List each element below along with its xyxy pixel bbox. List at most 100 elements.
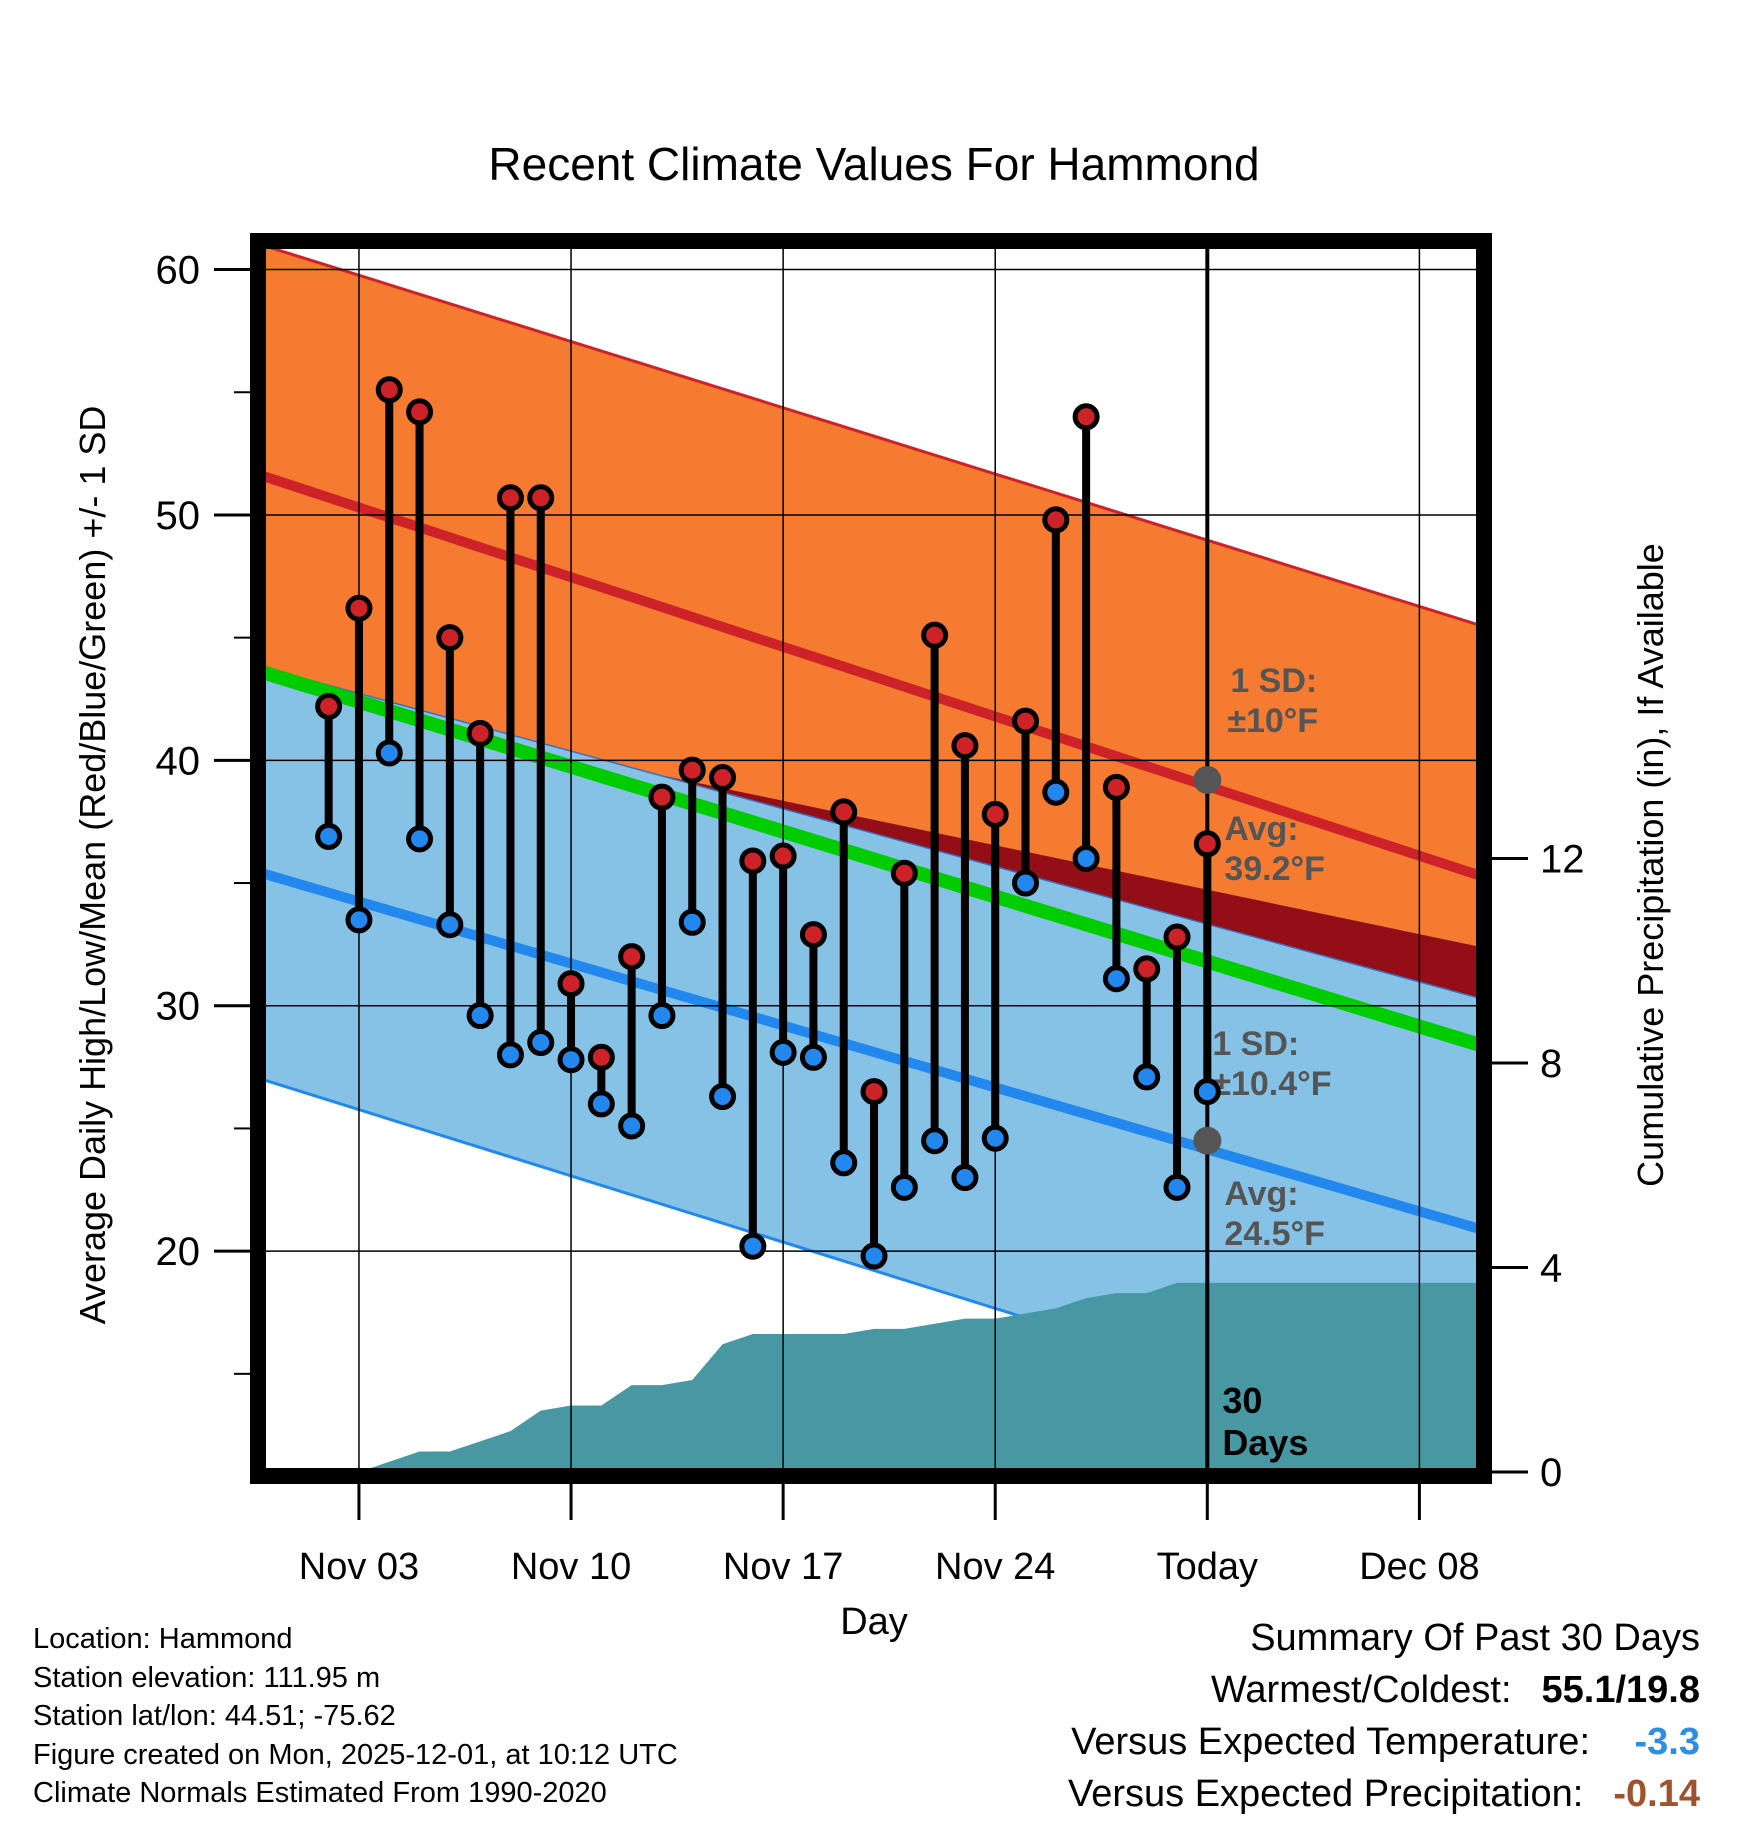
x-tick-label: Nov 03 xyxy=(299,1546,419,1588)
daily-low-point xyxy=(648,1002,676,1030)
daily-low-point xyxy=(315,822,343,850)
days-count: 30 xyxy=(1222,1380,1262,1421)
daily-high-point xyxy=(375,376,403,404)
daily-high-point xyxy=(678,756,706,784)
daily-low-point xyxy=(678,908,706,936)
daily-high-point xyxy=(799,921,827,949)
daily-low-point xyxy=(981,1124,1009,1152)
daily-high-point xyxy=(648,783,676,811)
low-avg-value: 24.5°F xyxy=(1224,1215,1325,1253)
daily-high-point xyxy=(981,800,1009,828)
daily-low-point xyxy=(1072,845,1100,872)
daily-low-point xyxy=(466,1002,494,1030)
normal-mean-line xyxy=(262,665,1480,1052)
extremes-value: 55.1/19.8 xyxy=(1541,1669,1700,1711)
x-tick-label: Today xyxy=(1157,1546,1258,1588)
daily-high-point xyxy=(315,692,343,720)
daily-high-point xyxy=(709,764,737,792)
low-sd-value: ±10.4°F xyxy=(1212,1065,1331,1103)
daily-low-point xyxy=(799,1043,827,1071)
daily-high-point xyxy=(496,484,524,512)
station-latlon: Station lat/lon: 44.51; -75.62 xyxy=(33,1700,396,1732)
daily-high-point xyxy=(1042,506,1070,534)
low-sd-band xyxy=(262,667,1480,1460)
daily-low-point xyxy=(527,1029,555,1057)
daily-low-point xyxy=(496,1041,524,1069)
daily-high-point xyxy=(769,842,797,870)
daily-high-point xyxy=(557,970,585,998)
high-sd-title: 1 SD: xyxy=(1230,662,1317,700)
y2-tick-label: 4 xyxy=(1540,1247,1562,1291)
daily-low-point xyxy=(709,1083,737,1111)
daily-low-point xyxy=(769,1038,797,1066)
daily-low-point xyxy=(1102,965,1130,993)
y-tick-label: 40 xyxy=(156,739,201,783)
daily-high-point xyxy=(527,484,555,512)
daily-low-point xyxy=(406,825,434,853)
daily-high-point xyxy=(890,859,918,887)
plot-frame xyxy=(250,233,1492,1484)
daily-low-point xyxy=(587,1090,615,1118)
daily-low-point xyxy=(1133,1063,1161,1091)
precip-value: -0.14 xyxy=(1613,1773,1700,1815)
high-avg-title: Avg: xyxy=(1224,810,1298,848)
summary-title: Summary Of Past 30 Days xyxy=(1250,1617,1700,1659)
daily-high-point xyxy=(587,1043,615,1071)
daily-high-point xyxy=(1133,955,1161,983)
y-tick-label: 20 xyxy=(156,1230,201,1274)
daily-low-point xyxy=(557,1046,585,1074)
high-upper-edge xyxy=(262,245,1480,627)
y2-tick-label: 8 xyxy=(1540,1042,1562,1086)
low-upper-edge xyxy=(262,666,1480,1000)
daily-high-point xyxy=(1102,773,1130,801)
y2-axis-label: Cumulative Precipitation (in), If Availa… xyxy=(1630,543,1671,1187)
daily-low-point xyxy=(1042,778,1070,806)
x-tick-label: Nov 17 xyxy=(723,1546,843,1588)
normal-low-line xyxy=(262,868,1480,1234)
y-tick-label: 30 xyxy=(156,985,201,1029)
chart-title: Recent Climate Values For Hammond xyxy=(488,138,1259,190)
normal-high-line xyxy=(262,470,1480,881)
daily-low-point xyxy=(739,1232,767,1260)
precip-label: Versus Expected Precipitation: xyxy=(1067,1773,1584,1815)
high-avg-marker xyxy=(1193,765,1222,794)
daily-low-point xyxy=(1012,869,1040,897)
x-tick-label: Dec 08 xyxy=(1359,1546,1479,1588)
daily-low-point xyxy=(345,906,373,934)
summary-precip: Versus Expected Precipitation: -0.14 xyxy=(1068,1768,1700,1820)
daily-low-point xyxy=(921,1127,949,1155)
daily-low-point xyxy=(618,1112,646,1140)
x-axis-label: Day xyxy=(840,1601,908,1643)
daily-high-point xyxy=(739,847,767,875)
daily-low-point xyxy=(436,911,464,939)
daily-low-point xyxy=(1163,1173,1191,1201)
temp-value: -3.3 xyxy=(1634,1721,1700,1763)
x-tick-label: Nov 24 xyxy=(935,1546,1055,1588)
high-avg-value: 39.2°F xyxy=(1224,850,1325,888)
daily-low-point xyxy=(860,1242,888,1270)
low-avg-title: Avg: xyxy=(1224,1175,1298,1213)
summary-extremes: Warmest/Coldest: 55.1/19.8 xyxy=(1068,1664,1700,1716)
daily-high-point xyxy=(618,943,646,971)
summary-temp: Versus Expected Temperature: -3.3 xyxy=(1068,1716,1700,1768)
days-label: Days xyxy=(1222,1422,1308,1463)
daily-low-point xyxy=(830,1149,858,1177)
y2-tick-label: 0 xyxy=(1540,1451,1562,1495)
summary-panel: Summary Of Past 30 Days Warmest/Coldest:… xyxy=(1068,1612,1700,1820)
x-tick-label: Nov 10 xyxy=(511,1546,631,1588)
y2-tick-label: 12 xyxy=(1540,838,1585,882)
low-sd-title: 1 SD: xyxy=(1212,1025,1299,1063)
extremes-label: Warmest/Coldest: xyxy=(1210,1669,1512,1711)
daily-high-point xyxy=(1193,830,1221,858)
daily-high-point xyxy=(436,624,464,652)
daily-high-point xyxy=(1163,923,1191,951)
daily-high-point xyxy=(406,398,434,426)
daily-low-point xyxy=(890,1173,918,1201)
daily-high-point xyxy=(830,798,858,826)
station-info: Location: Hammond Station elevation: 111… xyxy=(33,1620,678,1813)
daily-low-point xyxy=(1193,1078,1221,1106)
daily-high-point xyxy=(951,732,979,760)
daily-high-point xyxy=(466,719,494,747)
daily-high-point xyxy=(860,1078,888,1106)
